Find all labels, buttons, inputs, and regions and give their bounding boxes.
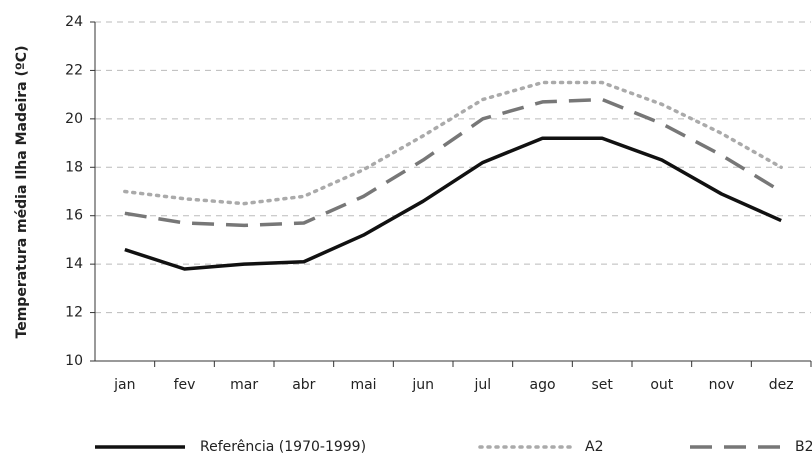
x-tick-label: ago <box>529 377 555 393</box>
y-tick-label: 20 <box>65 111 83 127</box>
x-tick-label: nov <box>709 377 735 393</box>
y-axis-label: Temperatura média Ilha Madeira (ºC) <box>14 46 30 339</box>
x-tick-label: jun <box>411 377 434 393</box>
y-tick-label: 24 <box>65 14 83 30</box>
legend-label: B2 <box>795 439 812 455</box>
series-line <box>124 136 782 271</box>
legend-label: A2 <box>585 439 603 455</box>
y-tick-label: 14 <box>65 256 83 272</box>
y-tick-label: 12 <box>65 305 83 321</box>
x-tick-label: set <box>591 377 613 393</box>
x-tick-label: out <box>650 377 673 393</box>
x-tick-label: mar <box>230 377 258 393</box>
series-line <box>124 97 783 228</box>
y-tick-label: 10 <box>65 353 83 369</box>
y-tick-label: 18 <box>65 159 83 175</box>
x-tick-label: jul <box>474 377 492 393</box>
x-tick-label: abr <box>292 377 315 393</box>
y-tick-label: 22 <box>65 62 83 78</box>
legend-label: Referência (1970-1999) <box>200 439 366 455</box>
x-tick-label: mai <box>350 377 376 393</box>
y-tick-label: 16 <box>65 208 83 224</box>
x-tick-label: jan <box>113 377 135 393</box>
x-tick-label: dez <box>769 377 794 393</box>
x-tick-label: fev <box>174 377 196 393</box>
series-line <box>123 80 783 206</box>
